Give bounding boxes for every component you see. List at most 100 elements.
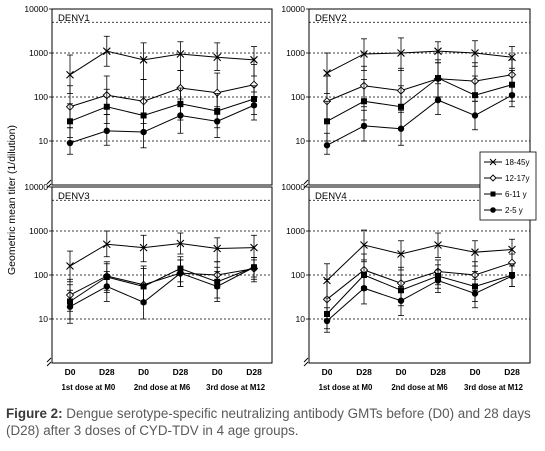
series-6-11y	[67, 85, 257, 138]
x-tick-label: D28	[430, 367, 446, 377]
data-point	[139, 243, 148, 252]
panel-denv4: 10 100 1000 10000 DENV4 D0 D28 D0 D28 D0 D28 1st do…	[281, 182, 531, 392]
legend-label: 6-11 y	[505, 190, 527, 199]
legend-marker	[490, 191, 496, 197]
series-line	[69, 266, 255, 308]
data-point	[471, 248, 479, 257]
x-tick-label: D0	[470, 367, 481, 377]
legend-marker	[489, 174, 497, 182]
data-point	[103, 103, 110, 110]
data-point	[214, 283, 221, 290]
data-point	[397, 49, 405, 57]
x-tick-label: D28	[504, 367, 520, 377]
x-group-label: 3rd dose at M12	[206, 383, 266, 392]
data-point	[102, 47, 111, 56]
data-point	[360, 122, 368, 130]
data-point	[434, 96, 442, 104]
y-axis-label: Geometric mean titer (1/dilution)	[6, 125, 18, 275]
y-tick-label: 10000	[281, 4, 305, 14]
panel-denv1: 10 100 1000 10000 DENV1	[24, 4, 273, 189]
series-line	[326, 74, 513, 102]
series-6-11y	[324, 259, 515, 330]
series-line	[326, 244, 513, 281]
series-12-17y	[322, 253, 517, 320]
data-point	[471, 290, 479, 297]
series-2-5y	[323, 265, 516, 333]
data-point	[435, 75, 441, 82]
caption-text: Dengue serotype-specific neutralizing an…	[6, 406, 531, 438]
data-point	[66, 303, 74, 310]
series-line	[69, 242, 255, 267]
data-point	[397, 250, 405, 258]
data-point	[323, 142, 331, 149]
data-point	[472, 92, 478, 99]
data-point	[214, 118, 221, 125]
x-group-label: 1st dose at M0	[319, 383, 373, 392]
data-point	[324, 118, 330, 125]
y-tick-label: 10000	[24, 182, 48, 192]
data-point	[323, 317, 331, 325]
y-tick-label: 10	[39, 136, 49, 146]
y-tick-label: 10	[296, 314, 306, 324]
series-line	[69, 266, 255, 302]
data-point	[176, 50, 185, 58]
x-group-label: 2nd dose at M6	[134, 383, 191, 392]
legend: 18-45y 12-17y 6-11 y 2-5 y	[479, 151, 537, 221]
data-point	[508, 272, 516, 280]
data-point	[250, 243, 258, 252]
x-tick-label: D28	[356, 367, 372, 377]
y-tick-label: 1000	[29, 226, 48, 236]
series-line	[326, 275, 513, 322]
data-point	[213, 244, 222, 253]
x-tick-label: D0	[65, 367, 76, 377]
axis-break	[303, 179, 309, 189]
data-point	[67, 118, 73, 125]
panel-denv3: 10 100 1000 10000 DENV3 D0 D28 D0 D28 D0 D28 1st do…	[24, 182, 273, 392]
legend-label: 18-45y	[505, 158, 529, 167]
x-tick-label: D28	[246, 367, 262, 377]
panel-title: DENV2	[315, 13, 347, 24]
x-group-label: 3rd dose at M12	[464, 383, 524, 392]
data-point	[66, 70, 74, 79]
data-point	[397, 297, 405, 304]
legend-label: 12-17y	[505, 174, 529, 183]
legend-marker	[490, 207, 496, 213]
series-line	[326, 50, 513, 74]
y-tick-label: 10	[296, 136, 306, 146]
series-line	[69, 268, 255, 296]
data-point	[250, 55, 258, 64]
data-point	[434, 277, 442, 284]
data-point	[66, 262, 74, 270]
data-point	[103, 283, 111, 290]
figure-panels: Geometric mean titer (1/dilution) 1010010…	[6, 4, 537, 392]
x-tick-label: D0	[138, 367, 149, 377]
series-18-45y	[66, 230, 258, 283]
panel-title: DENV4	[315, 191, 347, 202]
series-line	[326, 94, 513, 146]
data-point	[250, 102, 258, 109]
data-point	[397, 125, 405, 132]
data-point	[508, 91, 516, 99]
panel-title: DENV1	[58, 13, 90, 24]
y-tick-label: 1000	[286, 226, 305, 236]
legend-box	[479, 151, 537, 221]
panel-denv2: 10 100 1000 10000 DENV2	[281, 4, 531, 189]
data-point	[471, 112, 479, 119]
series-6-11y	[324, 62, 515, 142]
y-tick-label: 1000	[286, 48, 305, 58]
series-18-45y	[323, 37, 516, 94]
data-point	[140, 299, 147, 306]
caption-label: Figure 2:	[6, 406, 63, 421]
series-line	[69, 104, 255, 144]
axis-break	[303, 357, 309, 367]
y-tick-label: 100	[291, 92, 305, 102]
data-point	[360, 241, 368, 249]
series-line	[69, 98, 255, 122]
data-point	[177, 269, 184, 277]
series-18-45y	[323, 229, 516, 299]
legend-marker	[489, 158, 497, 166]
data-point	[139, 55, 148, 64]
y-tick-label: 100	[34, 270, 48, 280]
data-point	[177, 112, 184, 119]
y-tick-label: 1000	[29, 48, 48, 58]
